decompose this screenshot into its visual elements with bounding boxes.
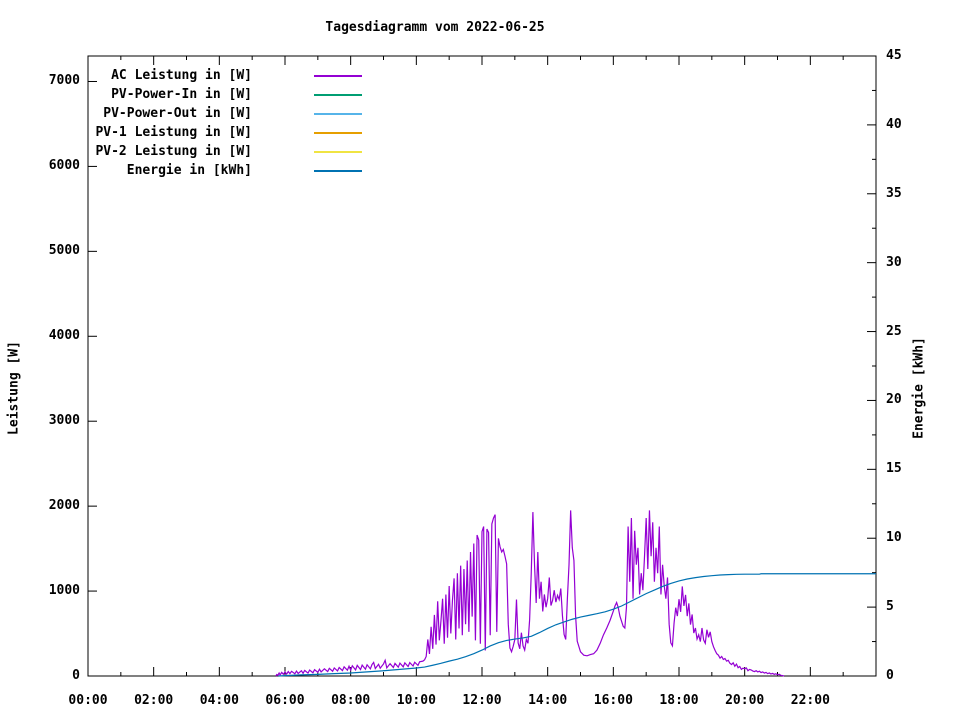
y1-tick-label: 4000: [48, 328, 80, 344]
legend-label: PV-Power-Out in [W]: [103, 106, 252, 121]
x-tick-label: 14:00: [528, 693, 568, 708]
legend-item-pv2-leistung: PV-2 Leistung in [W]: [88, 142, 362, 161]
x-tick-label: 06:00: [265, 693, 305, 708]
y1-tick-label: 2000: [48, 498, 80, 514]
y2-tick-label: 45: [886, 48, 902, 63]
series-line-0: [275, 510, 785, 677]
x-tick-label: 08:00: [331, 693, 371, 708]
x-tick-label: 12:00: [462, 693, 502, 708]
y1-tick-label: 1000: [48, 583, 80, 599]
y2-tick-label: 30: [886, 254, 902, 270]
x-tick-label: 22:00: [790, 693, 830, 708]
y1-tick-label: 7000: [48, 73, 80, 89]
y1-tick-label: 0: [72, 668, 80, 683]
y1-tick-label: 3000: [48, 413, 80, 429]
y1-tick-label: 5000: [48, 243, 80, 259]
legend-item-energie: Energie in [kWh]: [88, 161, 362, 180]
legend-item-pv1-leistung: PV-1 Leistung in [W]: [88, 123, 362, 142]
legend-item-pv-power-in: PV-Power-In in [W]: [88, 85, 362, 104]
legend-line-sample: [314, 169, 362, 172]
x-tick-label: 04:00: [199, 693, 239, 708]
y2-tick-label: 10: [886, 530, 902, 546]
x-tick-label: 02:00: [134, 693, 174, 708]
legend-label: PV-2 Leistung in [W]: [95, 144, 252, 159]
legend-label: AC Leistung in [W]: [111, 68, 252, 83]
legend-line-sample: [314, 93, 362, 96]
legend-line-sample: [314, 74, 362, 77]
legend: AC Leistung in [W] PV-Power-In in [W] PV…: [88, 66, 362, 180]
y2-tick-label: 0: [886, 668, 894, 683]
x-tick-label: 00:00: [68, 693, 108, 708]
y2-tick-label: 20: [886, 392, 902, 408]
y2-tick-label: 5: [886, 599, 894, 615]
x-tick-label: 20:00: [725, 693, 765, 708]
series-line-5: [278, 573, 876, 677]
y2-tick-label: 15: [886, 461, 902, 477]
legend-line-sample: [314, 112, 362, 115]
y2-tick-label: 25: [886, 323, 902, 339]
y2-tick-label: 40: [886, 116, 902, 132]
y2-tick-label: 35: [886, 185, 902, 201]
legend-label: PV-1 Leistung in [W]: [95, 125, 252, 140]
legend-label: PV-Power-In in [W]: [111, 87, 252, 102]
x-tick-label: 10:00: [396, 693, 436, 708]
legend-line-sample: [314, 150, 362, 153]
legend-item-ac-leistung: AC Leistung in [W]: [88, 66, 362, 85]
legend-item-pv-power-out: PV-Power-Out in [W]: [88, 104, 362, 123]
legend-line-sample: [314, 131, 362, 134]
y1-tick-label: 6000: [48, 158, 80, 174]
x-tick-label: 16:00: [593, 693, 633, 708]
chart-title: Tagesdiagramm vom 2022-06-25: [325, 20, 545, 35]
legend-label: Energie in [kWh]: [126, 163, 252, 178]
x-tick-label: 18:00: [659, 693, 699, 708]
